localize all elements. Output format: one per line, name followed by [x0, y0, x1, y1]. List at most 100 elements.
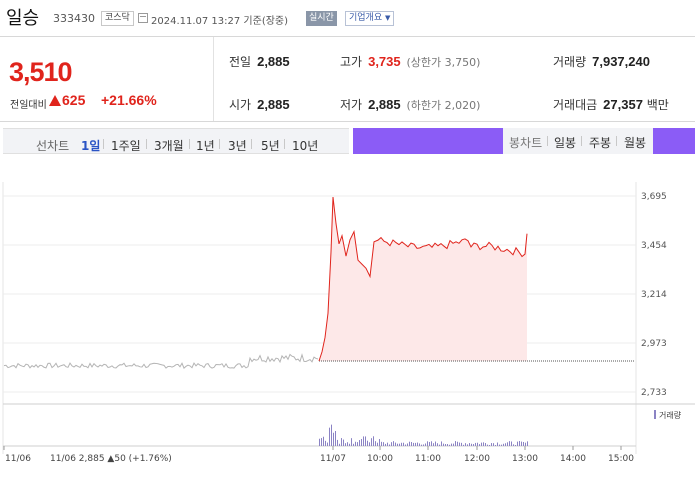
tab-monthly[interactable]: 월봉 — [624, 136, 647, 150]
y-tick-label: 2,733 — [641, 388, 667, 398]
volume-bar — [519, 441, 520, 446]
volume-bar — [493, 443, 494, 446]
x-tick-label: 12:00 — [464, 454, 490, 464]
tooltip-text: 11/06 2,885 ▲50 (+1.76%) — [50, 454, 172, 464]
volume-bar — [369, 442, 370, 446]
volume-bar — [397, 443, 398, 446]
realtime-button[interactable]: 실시간 — [306, 11, 337, 26]
trade-value-unit: 백만 — [646, 98, 669, 112]
volume-bar — [457, 441, 458, 446]
volume-bar — [447, 444, 448, 446]
volume-bar — [445, 444, 446, 446]
current-price: 3,510 — [9, 57, 73, 87]
lower-limit: (하한가 2,020) — [406, 99, 481, 112]
x-tick-label: 15:00 — [608, 454, 634, 464]
tab-1y[interactable]: 1년 — [196, 139, 215, 153]
line-chart-label: 선차트 — [36, 139, 70, 153]
volume-bar — [503, 443, 504, 446]
stock-code: 333430 — [53, 12, 95, 25]
volume-bar — [465, 443, 466, 446]
volume-bar — [453, 443, 454, 446]
volume-bar — [477, 442, 478, 446]
volume-bar — [455, 441, 456, 446]
volume-bar — [423, 444, 424, 446]
volume-bar — [381, 441, 382, 446]
volume-bar — [353, 443, 354, 446]
low-price: 저가 2,885 (하한가 2,020) — [340, 96, 480, 113]
volume-bar — [403, 442, 404, 446]
volume-bar — [499, 444, 500, 446]
tab-1d[interactable]: 1일 — [81, 139, 101, 153]
prev-close-value: 2,885 — [257, 54, 290, 69]
tab-1w[interactable]: 1주일 — [111, 139, 141, 153]
change-percent: +21.66% — [101, 92, 157, 108]
x-tick-label: 13:00 — [512, 454, 538, 464]
company-info-label: 기업개요 — [349, 13, 383, 23]
volume-bar — [521, 441, 522, 446]
volume-bar — [507, 442, 508, 446]
volume-bar — [335, 430, 336, 446]
tab-3y[interactable]: 3년 — [228, 139, 247, 153]
divider — [284, 139, 285, 149]
volume-bar — [367, 440, 368, 446]
volume-bar — [395, 442, 396, 446]
tab-5y[interactable]: 5년 — [261, 139, 280, 153]
y-tick-label: 3,214 — [641, 290, 667, 300]
volume-value: 7,937,240 — [592, 54, 650, 69]
volume-bar — [339, 443, 340, 446]
prev-close-label: 전일 — [229, 55, 252, 69]
volume-bar — [329, 427, 330, 446]
volume-bar — [319, 438, 320, 446]
volume-bar — [475, 442, 476, 446]
volume-bar — [333, 432, 334, 446]
volume-bar — [377, 442, 378, 446]
volume-bar — [409, 441, 410, 446]
volume-bar — [511, 441, 512, 446]
divider — [189, 139, 190, 149]
volume-bar — [383, 442, 384, 446]
volume-bar — [399, 443, 400, 446]
price-chart[interactable]: 3,695 3,454 3,214 2,973 2,733 11/06 11/07 10:0… — [0, 158, 695, 478]
volume-bar — [363, 436, 364, 446]
volume-bar — [407, 443, 408, 446]
volume-bar — [373, 436, 374, 446]
divider — [251, 139, 252, 149]
candle-tab-group: 봉차트 일봉 주봉 월봉 — [503, 128, 653, 154]
open-price: 시가 2,885 — [229, 96, 290, 113]
tab-daily[interactable]: 일봉 — [554, 136, 577, 150]
prev-close: 전일 2,885 — [229, 53, 290, 70]
volume-bar — [415, 442, 416, 446]
tab-weekly[interactable]: 주봉 — [589, 136, 612, 150]
volume-bar — [517, 441, 518, 446]
calendar-icon — [138, 13, 148, 23]
volume-bar — [459, 442, 460, 446]
high-label: 고가 — [340, 55, 363, 69]
volume-bar — [491, 443, 492, 446]
volume-bar — [433, 443, 434, 446]
divider — [581, 136, 582, 146]
volume-bar — [375, 441, 376, 446]
tab-10y[interactable]: 10년 — [292, 139, 319, 153]
volume-bar — [327, 442, 328, 446]
prev-day-line — [3, 353, 319, 369]
x-tick-label: 11/06 — [5, 454, 31, 464]
volume-bar — [385, 443, 386, 446]
y-tick-label: 2,973 — [641, 339, 667, 349]
volume-bar — [527, 441, 528, 446]
chevron-down-icon: ▼ — [385, 14, 391, 22]
volume-bar — [371, 438, 372, 446]
volume-bar — [345, 443, 346, 446]
x-tick-label: 11/07 — [320, 454, 346, 464]
tab-3m[interactable]: 3개월 — [154, 139, 184, 153]
y-tick-label: 3,695 — [641, 192, 667, 202]
volume-bar — [323, 436, 324, 446]
volume-legend: 거래량 — [659, 410, 682, 420]
volume-bar — [515, 444, 516, 446]
line-chart-tabs: 선차트 1일 1주일 3개월 1년 3년 5년 10년 — [3, 128, 349, 154]
volume-bar — [431, 441, 432, 446]
company-info-dropdown[interactable]: 기업개요 ▼ — [345, 11, 395, 26]
change-value: 625 — [62, 92, 86, 108]
divider — [103, 139, 104, 149]
open-value: 2,885 — [257, 97, 290, 112]
x-tick-label: 14:00 — [560, 454, 586, 464]
